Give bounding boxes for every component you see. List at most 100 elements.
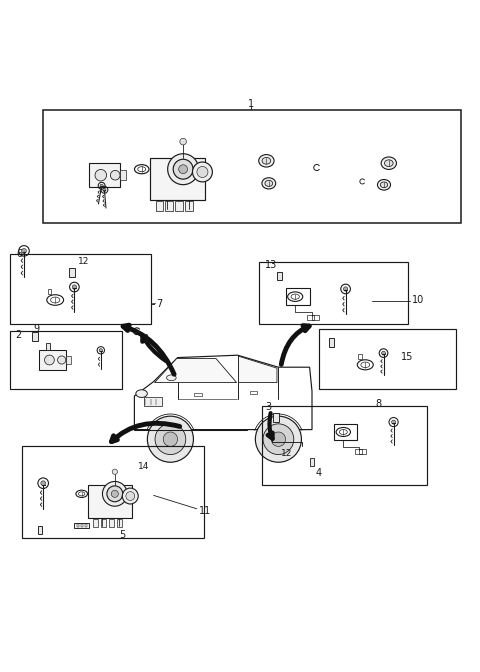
Text: 4: 4 (316, 468, 322, 478)
Text: 7: 7 (156, 299, 162, 309)
Bar (46, 343, 50, 350)
Ellipse shape (136, 390, 147, 397)
Circle shape (392, 420, 396, 424)
Bar (312, 315, 319, 320)
Bar (166, 201, 173, 210)
Bar (22, 446, 204, 538)
Text: 6: 6 (17, 249, 23, 259)
Circle shape (112, 469, 118, 474)
Bar (74, 523, 89, 528)
Bar (175, 201, 182, 210)
Bar (117, 519, 122, 527)
Bar (355, 450, 361, 454)
Bar (85, 524, 87, 528)
Bar (43, 110, 461, 223)
Ellipse shape (265, 180, 273, 186)
Bar (108, 519, 114, 527)
Circle shape (192, 162, 212, 182)
Bar (101, 519, 107, 527)
Circle shape (103, 188, 106, 192)
Ellipse shape (167, 375, 176, 380)
Circle shape (22, 249, 26, 253)
Circle shape (111, 491, 119, 497)
Circle shape (382, 351, 385, 355)
Bar (319, 329, 456, 389)
Bar (185, 201, 192, 210)
Ellipse shape (259, 155, 274, 167)
Bar (48, 289, 51, 294)
Bar (262, 406, 427, 485)
Bar (307, 315, 314, 320)
Bar (120, 171, 126, 180)
Bar (329, 338, 334, 347)
Bar (334, 424, 357, 440)
Circle shape (122, 488, 138, 504)
Bar (10, 255, 151, 324)
Circle shape (41, 481, 46, 486)
Bar (359, 354, 361, 360)
Bar (70, 268, 74, 277)
Circle shape (95, 169, 107, 181)
Bar (286, 288, 310, 305)
Text: 3: 3 (142, 334, 148, 344)
Text: 15: 15 (401, 352, 413, 362)
Bar (89, 163, 120, 187)
Bar (81, 524, 83, 528)
Bar (194, 393, 202, 396)
Text: 11: 11 (199, 506, 212, 516)
Text: 1: 1 (248, 99, 253, 109)
Ellipse shape (380, 182, 388, 187)
Circle shape (263, 424, 294, 454)
Circle shape (102, 481, 127, 506)
Bar (37, 526, 42, 534)
Bar (250, 390, 257, 394)
Bar (39, 350, 66, 370)
Circle shape (58, 356, 66, 364)
Bar (10, 331, 122, 389)
Ellipse shape (377, 179, 391, 190)
Circle shape (180, 138, 186, 145)
Circle shape (99, 349, 102, 352)
Circle shape (155, 424, 186, 454)
Circle shape (100, 184, 103, 187)
Text: 8: 8 (375, 399, 382, 409)
Bar (150, 158, 205, 200)
Text: 14: 14 (138, 462, 150, 471)
Circle shape (147, 416, 193, 462)
Circle shape (179, 165, 188, 173)
Text: 5: 5 (119, 530, 126, 540)
Circle shape (45, 355, 54, 365)
Bar (274, 413, 278, 422)
Circle shape (126, 492, 135, 501)
Bar (156, 201, 163, 210)
Text: 9: 9 (33, 324, 39, 334)
Circle shape (72, 285, 77, 289)
Bar (88, 485, 132, 518)
Polygon shape (239, 356, 277, 382)
Bar (33, 332, 37, 341)
Bar (259, 261, 408, 324)
Circle shape (163, 432, 178, 446)
Text: 12: 12 (78, 257, 90, 266)
Bar (310, 458, 314, 466)
Circle shape (110, 171, 120, 180)
Ellipse shape (262, 157, 271, 164)
Circle shape (173, 159, 193, 179)
Ellipse shape (262, 178, 276, 189)
Text: 13: 13 (265, 261, 277, 270)
Bar (93, 519, 98, 527)
Bar (77, 524, 79, 528)
Bar (66, 356, 71, 364)
Text: 2: 2 (15, 330, 22, 340)
Ellipse shape (384, 160, 393, 167)
Circle shape (271, 432, 286, 446)
Circle shape (197, 167, 208, 177)
Ellipse shape (381, 157, 396, 169)
Text: 12: 12 (281, 449, 292, 458)
Circle shape (168, 154, 199, 185)
Bar (359, 450, 366, 454)
Text: 3: 3 (265, 402, 271, 412)
Bar (277, 271, 282, 280)
Polygon shape (155, 359, 237, 382)
Circle shape (107, 486, 123, 502)
